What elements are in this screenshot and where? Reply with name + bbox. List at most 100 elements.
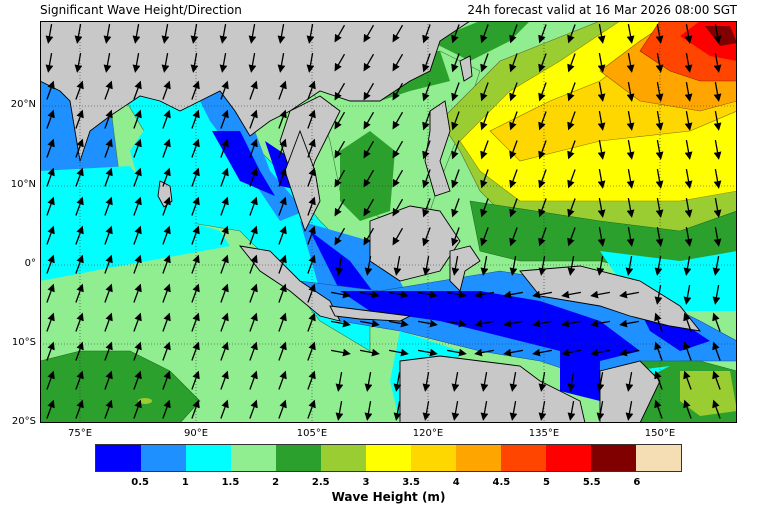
wave-direction-arrow — [480, 140, 489, 160]
wave-direction-arrow — [480, 400, 489, 421]
wave-direction-arrow — [626, 81, 635, 102]
wave-direction-arrow — [712, 284, 721, 305]
wave-direction-arrow — [75, 254, 84, 274]
wave-direction-arrow — [712, 370, 721, 390]
wave-direction-arrow — [654, 370, 663, 390]
wave-direction-arrow — [626, 52, 635, 73]
wave-direction-arrow — [392, 198, 404, 217]
wave-direction-arrow — [590, 319, 611, 328]
wave-direction-arrow — [104, 225, 113, 245]
wave-direction-arrow — [162, 225, 171, 245]
wave-direction-arrow — [162, 196, 171, 216]
wave-direction-arrow — [277, 23, 286, 44]
wave-direction-arrow — [655, 110, 664, 131]
wave-direction-arrow — [162, 399, 171, 419]
wave-direction-arrow — [278, 109, 287, 129]
colorbar-tick: 0.5 — [131, 477, 149, 488]
wave-direction-arrow — [220, 225, 229, 245]
wave-direction-arrow — [713, 81, 722, 102]
wave-direction-arrow — [480, 82, 489, 102]
wave-direction-arrow — [307, 312, 316, 332]
wave-direction-arrow — [75, 312, 84, 332]
wave-direction-arrow — [561, 319, 582, 328]
wave-direction-arrow — [392, 169, 404, 188]
chart-title: Significant Wave Height/Direction — [40, 3, 242, 17]
wave-direction-arrow — [480, 53, 489, 73]
wave-direction-arrow — [359, 290, 380, 299]
wave-direction-arrow — [480, 198, 489, 218]
wave-direction-arrow — [392, 82, 404, 101]
wave-direction-arrow — [538, 111, 547, 131]
wave-direction-arrow — [451, 24, 460, 44]
wave-direction-arrow — [422, 82, 431, 102]
wave-direction-arrow — [307, 167, 316, 187]
lon-label-90e: 90°E — [183, 428, 209, 439]
wave-direction-arrow — [388, 348, 409, 357]
wave-direction-arrow — [74, 23, 83, 44]
wave-direction-arrow — [334, 169, 346, 188]
colorbar-segment — [501, 445, 546, 471]
wave-direction-arrow — [133, 138, 142, 158]
wave-direction-arrow — [451, 255, 460, 276]
wave-direction-arrow — [278, 138, 287, 158]
wave-direction-arrow — [364, 400, 373, 421]
wave-direction-arrow — [567, 198, 576, 218]
wave-direction-arrow — [220, 283, 229, 303]
wave-direction-arrow — [363, 140, 375, 159]
colorbar-tick: 3 — [362, 477, 370, 488]
wave-direction-arrow — [191, 167, 200, 187]
wave-direction-arrow — [567, 53, 576, 73]
wave-direction-arrow — [451, 111, 460, 131]
wave-direction-arrow — [359, 319, 380, 328]
wave-direction-arrow — [388, 290, 409, 299]
wave-direction-arrows — [45, 23, 722, 421]
wave-direction-arrow — [393, 400, 402, 421]
wave-direction-arrow — [278, 399, 287, 419]
wave-height-map[interactable] — [40, 21, 737, 423]
wave-direction-arrow — [451, 140, 460, 160]
wave-direction-arrow — [538, 371, 547, 392]
wave-direction-arrow — [161, 23, 170, 44]
wave-direction-arrow — [133, 109, 142, 129]
wave-direction-arrow — [162, 312, 171, 332]
wave-direction-arrow — [392, 24, 404, 43]
wave-direction-arrow — [626, 197, 635, 218]
wave-direction-arrow — [422, 371, 431, 392]
wave-direction-arrow — [75, 196, 84, 216]
wave-direction-arrow — [334, 198, 346, 217]
wave-direction-arrow — [596, 400, 605, 421]
wave-direction-arrow — [625, 255, 634, 276]
wave-direction-arrow — [654, 312, 663, 332]
wave-direction-arrow — [330, 290, 351, 299]
wave-direction-arrow — [307, 109, 316, 129]
wave-direction-arrow — [278, 167, 287, 187]
wave-direction-arrow — [334, 53, 346, 72]
colorbar-tick: 3.5 — [402, 477, 420, 488]
wave-direction-arrow — [162, 138, 171, 158]
colorbar — [95, 444, 682, 472]
wave-direction-arrow — [278, 254, 287, 274]
wave-direction-arrow — [509, 255, 518, 276]
wave-direction-arrow — [219, 52, 228, 73]
wave-direction-arrow — [451, 169, 460, 189]
wave-direction-arrow — [191, 196, 200, 216]
wave-direction-arrow — [567, 400, 576, 421]
wave-direction-arrow — [596, 371, 605, 392]
wave-direction-arrow — [422, 169, 431, 189]
wave-direction-arrow — [451, 198, 460, 218]
wave-direction-arrow — [46, 167, 55, 187]
wave-direction-arrow — [330, 319, 351, 328]
colorbar-tick: 4 — [452, 477, 460, 488]
wave-direction-arrow — [220, 254, 229, 274]
lon-label-120e: 120°E — [412, 428, 444, 439]
wave-direction-arrow — [446, 319, 467, 328]
wave-direction-arrow — [74, 52, 83, 73]
wave-direction-arrow — [46, 341, 55, 361]
wave-direction-arrow — [191, 399, 200, 419]
wave-direction-arrow — [133, 254, 142, 274]
wave-direction-arrow — [277, 52, 286, 73]
wave-direction-arrow — [655, 81, 664, 102]
wave-direction-arrow — [626, 168, 635, 189]
wave-direction-arrow — [567, 82, 576, 102]
wave-direction-arrow — [503, 348, 524, 357]
